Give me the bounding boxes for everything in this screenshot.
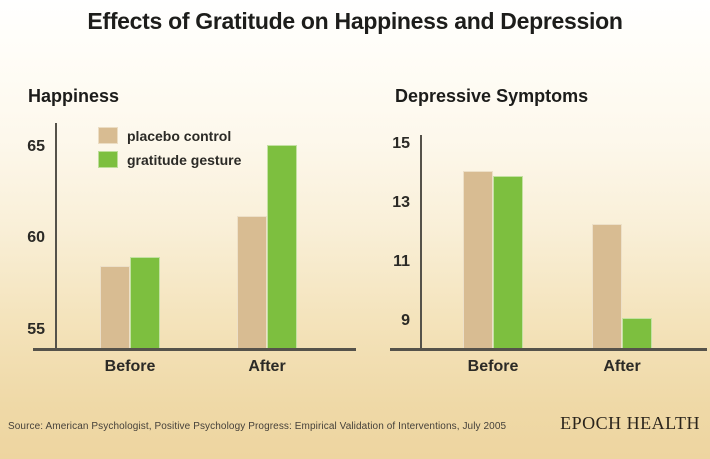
legend-item-placebo: placebo control	[98, 127, 241, 144]
y-tick-label-55: 55	[27, 320, 45, 338]
y-tick-label-9: 9	[401, 312, 410, 330]
y-tick-label-13: 13	[392, 194, 410, 212]
depressive-symptoms-chart-title: Depressive Symptoms	[395, 86, 589, 106]
legend-label-placebo: placebo control	[127, 127, 232, 144]
legend: placebo control gratitude gesture	[98, 127, 241, 175]
bar-placebo-control-after	[237, 216, 267, 348]
bar-gratitude-gesture-before	[130, 256, 160, 348]
x-category-label-after: After	[248, 358, 286, 375]
x-category-label-before: Before	[104, 358, 156, 375]
placebo-swatch-icon	[98, 127, 118, 144]
x-category-label-after: After	[603, 358, 641, 375]
gratitude-swatch-icon	[98, 151, 118, 168]
happiness-chart-title: Happiness	[28, 86, 120, 106]
y-axis-line	[55, 123, 57, 348]
bar-gratitude-gesture-after	[622, 318, 652, 348]
y-tick-label-60: 60	[27, 229, 45, 247]
page-title: Effects of Gratitude on Happiness and De…	[87, 8, 623, 34]
legend-label-gratitude: gratitude gesture	[127, 151, 242, 168]
y-tick-label-15: 15	[392, 134, 410, 152]
brand-logo: EPOCH HEALTH	[560, 413, 700, 433]
bar-gratitude-gesture-before	[493, 176, 523, 348]
legend-item-gratitude: gratitude gesture	[98, 151, 241, 168]
bar-placebo-control-before	[463, 170, 493, 348]
y-axis-line	[420, 135, 422, 348]
x-category-label-before: Before	[467, 358, 519, 375]
x-axis-line	[33, 348, 356, 351]
bar-gratitude-gesture-after	[267, 144, 297, 348]
bar-placebo-control-after	[592, 223, 622, 348]
y-tick-label-11: 11	[393, 253, 410, 271]
y-tick-label-65: 65	[27, 137, 45, 155]
bar-placebo-control-before	[100, 265, 130, 348]
x-axis-line	[390, 348, 707, 351]
source-attribution: Source: American Psychologist, Positive …	[8, 421, 507, 432]
